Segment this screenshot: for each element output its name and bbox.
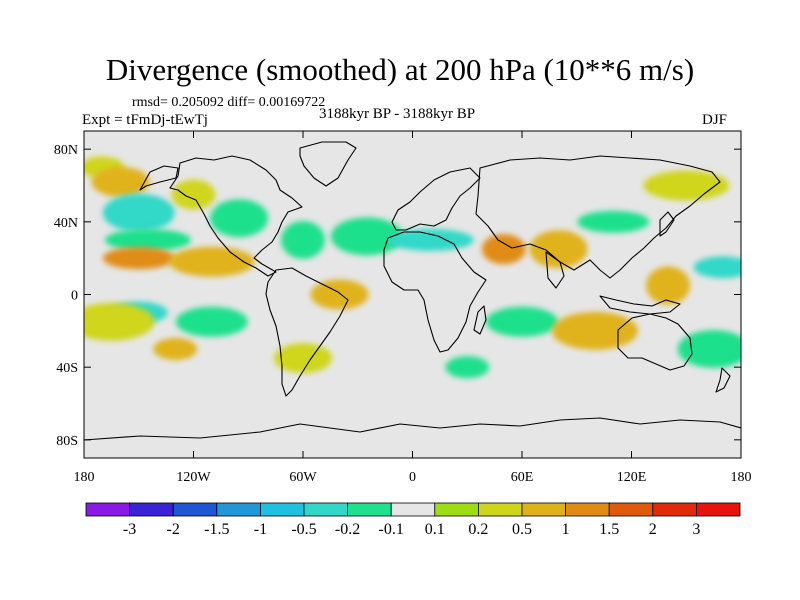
coast-north-america [169,155,303,277]
coast-australia [617,313,693,371]
y-tick-label: 40S [56,361,78,376]
colorbar-label: 2 [649,521,657,538]
field-feature [387,229,474,251]
field-feature [646,266,690,305]
field-feature [102,247,175,270]
field-feature [91,166,150,197]
colorbar-label: 3 [692,521,700,538]
coast-alaska [139,165,179,191]
colorbar-swatch [129,502,174,517]
colorbar-swatch [85,502,130,517]
stats-label: rmsd= 0.205092 diff= 0.00169722 [132,95,326,110]
chart-title: Divergence (smoothed) at 200 hPa (10**6 … [105,52,695,87]
coastlines [84,141,741,441]
coast-new-zealand [715,367,731,393]
colorbar-label: -1.5 [204,521,229,538]
x-tick-label: 0 [409,470,416,485]
colorbar-label: -0.5 [291,521,316,538]
y-tick-label: 80N [54,143,78,158]
period-label: 3188kyr BP - 3188kyr BP [319,106,476,122]
field-feature [281,221,325,259]
x-tick-label: 180 [731,470,752,485]
x-tick-label: 60E [511,470,534,485]
field-feature [168,246,255,277]
colorbar-swatch [172,502,218,517]
colorbar-swatch [216,502,261,517]
map-background [84,131,741,458]
field-feature [486,306,558,337]
colorbar-label: -0.2 [335,521,360,538]
colorbar-swatch [434,502,479,517]
colorbar-label: -3 [123,521,136,538]
x-tick-label: 60W [289,470,317,485]
field-feature [102,193,175,232]
colorbar-label: -2 [167,521,180,538]
colorbar-label: 0.1 [425,521,445,538]
colorbar: -3 -2 -1.5 -1 -0.5 -0.2 -0.1 0.1 0.2 0.5 1 1.5 2 3 [85,502,741,538]
field-feature [481,234,526,265]
season-label: DJF [702,112,728,128]
field-feature [210,199,269,238]
coast-europe [391,167,481,231]
colorbar-swatch [259,502,305,517]
coast-south-america [265,267,349,397]
y-tick-label: 40N [54,216,78,231]
coast-india [545,251,565,289]
field-feature [274,343,332,374]
coast-africa [383,231,487,353]
field-feature [175,306,248,337]
coast-japan [659,211,675,237]
colorbar-swatch [390,502,436,517]
field-feature [84,302,155,341]
colorbar-swatch [347,502,392,517]
field-feature [310,279,369,310]
field-feature [153,338,198,360]
field-feature [529,230,588,269]
colorbar-label: 1.5 [599,521,619,538]
field-feature [577,210,650,233]
colorbar-swatch [608,502,654,517]
colorbar-label: 0.2 [468,521,488,538]
colorbar-swatch [652,502,697,517]
colorbar-swatch [696,502,741,517]
field-feature [643,170,730,201]
coast-greenland [299,141,357,187]
field-feature [693,256,741,279]
coast-asia [475,155,721,279]
experiment-label: Expt = tFmDj-tEwTj [82,112,208,128]
field-feature [104,229,191,251]
coast-madagascar [473,305,487,335]
colorbar-label: -0.1 [379,521,404,538]
colorbar-label: -1 [254,521,267,538]
x-tick-label: 180 [74,470,95,485]
coast-antarctica [84,417,741,441]
y-tick-label: 80S [56,434,78,449]
map-axes: 180 120W 60W 0 60E 120E 180 80N 40N 0 40S 80S [54,131,752,485]
field-feature [171,179,216,210]
colorbar-swatch [521,502,566,517]
field-feature [677,330,741,368]
field-feature [445,356,490,379]
colorbar-swatch [303,502,348,517]
x-tick-label: 120W [176,470,211,485]
colorbar-swatch [565,502,610,517]
coast-indonesia [599,295,681,315]
x-tick-label: 120E [617,470,647,485]
y-tick-label: 0 [71,289,78,304]
field-feature [552,311,638,350]
colorbar-label: 0.5 [512,521,532,538]
colorbar-swatch [477,502,523,517]
divergence-field [84,156,741,379]
colorbar-label: 1 [562,521,570,538]
